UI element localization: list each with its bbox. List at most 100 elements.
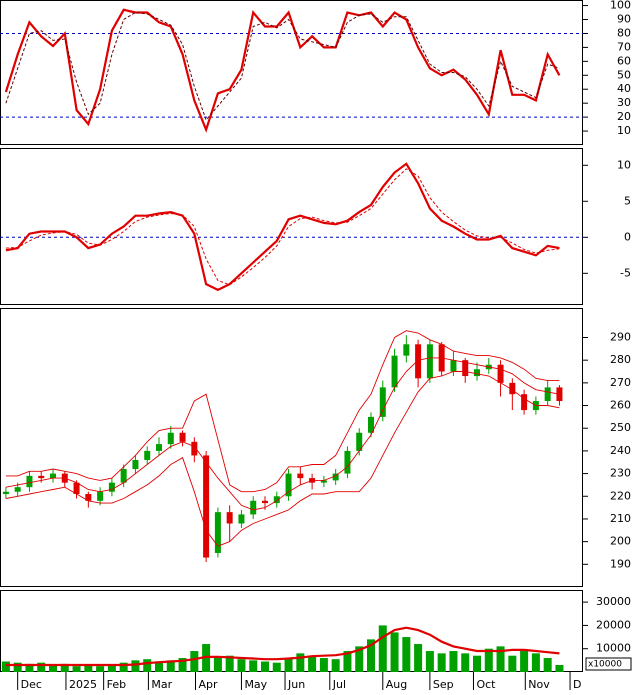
x-tick-label: Nov [528, 678, 550, 691]
y-tick-label: 30000 [596, 595, 631, 608]
y-tick-label: 250 [610, 421, 631, 434]
candle-body [108, 482, 115, 492]
candle-body [120, 469, 127, 483]
volume-bar [355, 646, 364, 672]
series-line [4, 8, 561, 133]
volume-bar [308, 655, 317, 672]
x-tick-label: 2025 [69, 678, 97, 691]
x-tick-label: Jul [332, 678, 346, 691]
candle-body [273, 496, 280, 504]
series-line [5, 168, 560, 286]
y-tick-label: 220 [610, 489, 631, 502]
band-line [5, 371, 560, 547]
y-tick-label: 5 [624, 194, 631, 207]
candle-body [214, 512, 221, 553]
panel-frame [0, 0, 583, 145]
unit-label: x10000 [588, 660, 622, 670]
x-tick-label: Aug [386, 678, 407, 691]
candle-body [462, 360, 469, 377]
candle-body [2, 491, 9, 494]
volume-bar [272, 662, 281, 672]
x-tick-label: Dec [21, 678, 42, 691]
volume-bar [425, 651, 434, 672]
volume-bar [284, 658, 293, 672]
series-line [5, 162, 560, 292]
volume-bar [131, 660, 140, 672]
y-tick-label: 270 [610, 376, 631, 389]
candle-body [156, 444, 162, 451]
volume-bar [190, 651, 199, 672]
y-tick-label: 0 [624, 230, 631, 243]
series-line [5, 11, 560, 121]
candle-body [73, 482, 80, 494]
volume-bar [343, 651, 352, 672]
candle-body [426, 344, 433, 379]
y-tick-label: 60 [617, 54, 631, 67]
y-tick-label: 280 [610, 353, 631, 366]
candle-body [179, 432, 186, 442]
candle-body [14, 487, 21, 492]
volume-bar [37, 662, 46, 672]
volume-bar [96, 666, 105, 672]
y-tick-label: 210 [610, 512, 631, 525]
y-tick-label: 100 [610, 0, 631, 12]
candle-body [497, 364, 504, 383]
y-tick-label: 10000 [596, 642, 631, 655]
volume-bar [202, 644, 211, 672]
volume-bar [249, 660, 258, 672]
volume-bar [461, 653, 470, 672]
candle-body [144, 450, 151, 460]
candle-body [379, 387, 386, 417]
candle-body [450, 360, 457, 372]
y-tick-label: 10 [617, 158, 631, 171]
volume-bar [178, 658, 187, 672]
y-tick-label: 70 [617, 40, 631, 53]
volume-bar [520, 651, 529, 672]
candle-body [356, 432, 363, 451]
y-tick-label: 240 [610, 444, 631, 457]
candle-body [167, 432, 174, 445]
volume-bar [13, 662, 22, 672]
volume-bar [296, 653, 305, 672]
candle-body [38, 475, 45, 479]
y-tick-label: 200 [610, 535, 631, 548]
y-tick-label: 10 [617, 124, 631, 137]
candle-body [250, 500, 257, 515]
volume-bar [213, 658, 222, 672]
x-tick-label: Jun [287, 678, 305, 691]
volume-bar [331, 659, 340, 672]
candle-body [391, 355, 398, 388]
unit-box [585, 657, 632, 671]
candle-body [509, 382, 516, 395]
volume-bar [496, 646, 505, 672]
candle-body [26, 475, 33, 488]
y-tick-label: 30 [617, 96, 631, 109]
volume-bar [107, 665, 116, 672]
candle-body [203, 455, 210, 558]
candle-body [544, 387, 551, 401]
volume-bar [119, 662, 128, 672]
volume-bar [1, 661, 10, 672]
volume-bar [543, 658, 552, 672]
candle-body [262, 500, 268, 504]
y-tick-label: 40 [617, 82, 631, 95]
volume-bar [155, 661, 163, 672]
y-tick-label: 20000 [596, 618, 631, 631]
candle-body [521, 394, 528, 411]
volume-bar [449, 651, 458, 672]
candle-body [474, 369, 480, 377]
x-tick-label: May [244, 678, 267, 691]
candle-body [238, 514, 245, 524]
candle-body [191, 441, 198, 456]
x-tick-label: Sep [433, 678, 454, 691]
band-line [5, 357, 560, 511]
y-tick-label: 230 [610, 467, 631, 480]
candle-body [50, 473, 56, 479]
volume-bar [72, 666, 81, 672]
candle-body [320, 480, 327, 483]
volume-bar [414, 644, 423, 672]
volume-bar [143, 659, 152, 672]
volume-bar [378, 625, 387, 672]
volume-bar [25, 663, 34, 672]
y-tick-label: 260 [610, 399, 631, 412]
